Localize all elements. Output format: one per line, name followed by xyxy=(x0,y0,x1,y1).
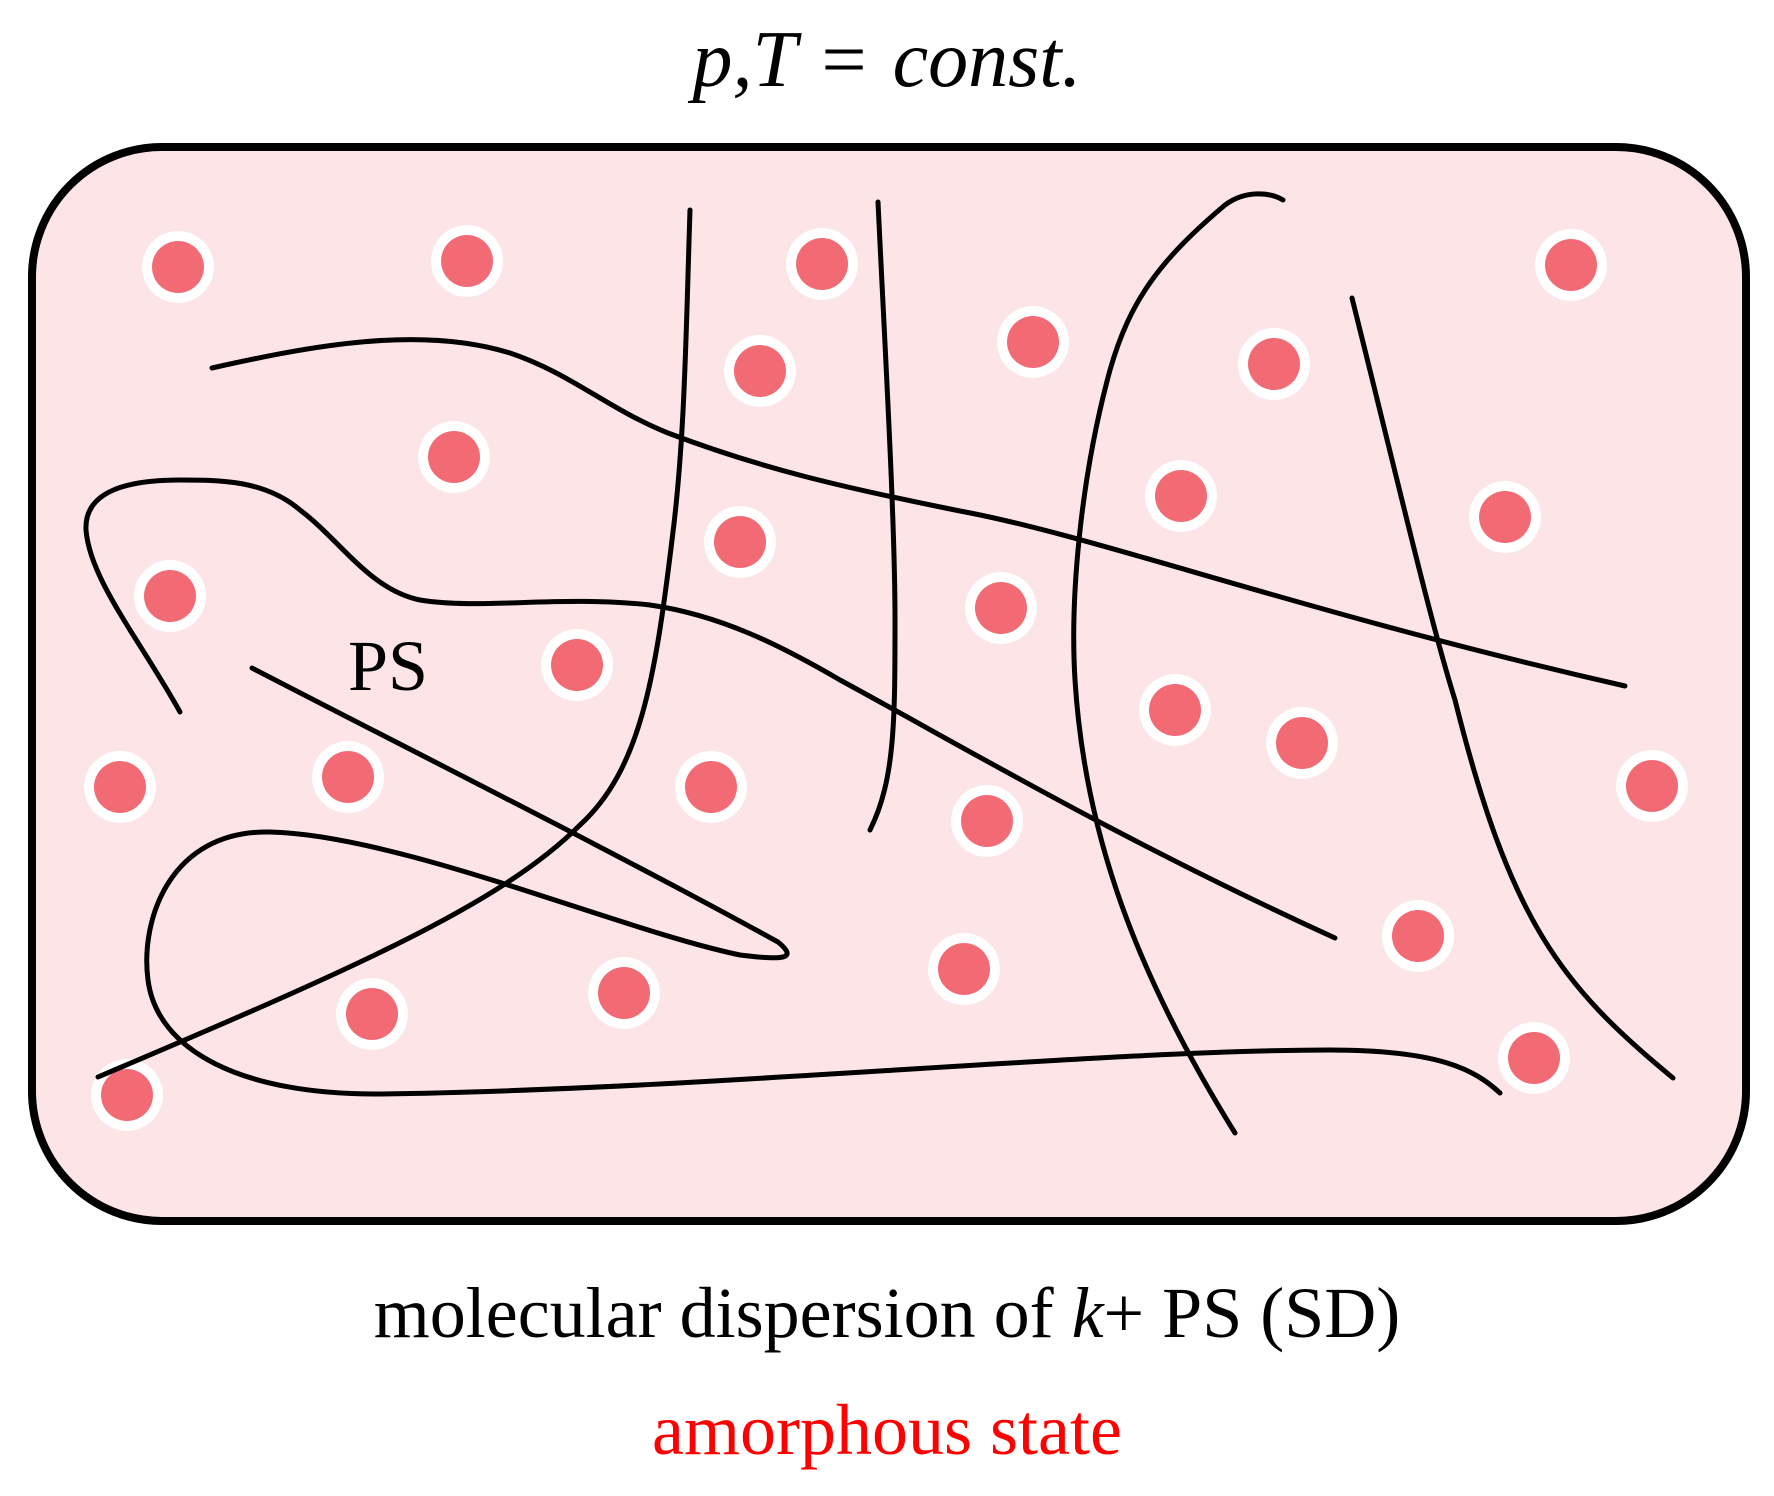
molecule-dot-icon xyxy=(152,241,204,293)
molecule-dot-icon xyxy=(144,570,196,622)
condition-p: p xyxy=(692,16,733,104)
polymer-chains xyxy=(83,191,1676,1136)
caption-amorphous-state: amorphous state xyxy=(652,1390,1122,1470)
condition-const: const. xyxy=(892,16,1082,104)
molecule-dot-icon xyxy=(1392,910,1444,962)
molecule-dot-icon xyxy=(975,582,1027,634)
chain-left-loop xyxy=(83,477,1338,941)
caption-suffix: + PS (SD) xyxy=(1103,1273,1401,1353)
molecule-dot-icon xyxy=(1508,1032,1560,1084)
molecule-dot-icon xyxy=(714,516,766,568)
condition-T: T xyxy=(752,16,796,104)
chain-vertical-left xyxy=(95,207,693,1080)
molecule-dot-icon xyxy=(1545,239,1597,291)
molecule-dot-icon xyxy=(961,795,1013,847)
molecule-dot-icon xyxy=(346,988,398,1040)
molecule-dot-icon xyxy=(734,345,786,397)
caption-prefix: molecular dispersion of xyxy=(373,1273,1072,1353)
molecule-dot-icon xyxy=(598,967,650,1019)
caption-k: k xyxy=(1071,1273,1104,1353)
molecule-dot-icon xyxy=(94,761,146,813)
molecule-dot-icon xyxy=(1479,491,1531,543)
chain-vertical-right xyxy=(1349,295,1676,1081)
molecule-dot-icon xyxy=(1007,316,1059,368)
molecule-dot-icon xyxy=(685,761,737,813)
chain-upper-long xyxy=(209,337,1628,689)
condition-sep: , xyxy=(732,16,753,104)
molecule-dot-icon xyxy=(796,238,848,290)
molecule-dot-icon xyxy=(322,751,374,803)
chain-vertical-middle xyxy=(867,199,898,833)
container-box xyxy=(28,143,1750,1225)
molecule-dot-icon xyxy=(1155,470,1207,522)
chain-vertical-hook xyxy=(1071,191,1286,1136)
condition-eq: = xyxy=(821,16,867,104)
molecule-dot-icon xyxy=(441,235,493,287)
molecule-dot-icon xyxy=(1248,338,1300,390)
ps-chain-label: PS xyxy=(348,626,428,706)
molecule-dot-icon xyxy=(1149,684,1201,736)
molecule-dot-icon xyxy=(1626,760,1678,812)
molecule-dot-icon xyxy=(551,639,603,691)
molecule-dot-icon xyxy=(101,1069,153,1121)
molecules-group xyxy=(84,225,1688,1131)
chain-bottom-loop xyxy=(144,665,1503,1097)
condition-label: p,T = const. xyxy=(0,10,1774,110)
molecule-dot-icon xyxy=(938,943,990,995)
molecule-dot-icon xyxy=(1276,717,1328,769)
caption-dispersion: molecular dispersion of k+ PS (SD) xyxy=(0,1268,1774,1358)
molecule-dot-icon xyxy=(428,431,480,483)
